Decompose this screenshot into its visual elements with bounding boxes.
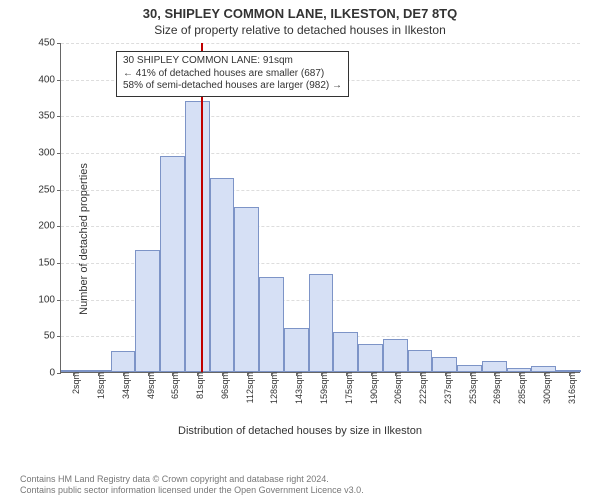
histogram-bar [457, 365, 482, 372]
ytick-label: 350 [38, 111, 61, 122]
grid-line [61, 153, 580, 154]
histogram-bar [408, 350, 433, 372]
histogram-bar [234, 207, 259, 372]
footer-line-2: Contains public sector information licen… [20, 485, 600, 496]
xtick-label: 96sqm [214, 372, 230, 399]
grid-line [61, 190, 580, 191]
histogram-bar [432, 357, 457, 372]
xtick-label: 175sqm [338, 372, 354, 404]
xtick-label: 300sqm [536, 372, 552, 404]
histogram-bar [383, 339, 408, 372]
grid-line [61, 226, 580, 227]
ytick-label: 300 [38, 148, 61, 159]
xtick-label: 316sqm [561, 372, 577, 404]
annotation-line: 30 SHIPLEY COMMON LANE: 91sqm [123, 55, 342, 68]
grid-line [61, 116, 580, 117]
histogram-bar [135, 250, 160, 372]
annotation-line: 58% of semi-detached houses are larger (… [123, 80, 342, 93]
xtick-label: 81sqm [189, 372, 205, 399]
xtick-label: 269sqm [486, 372, 502, 404]
histogram-bar [309, 274, 334, 372]
histogram-bar [185, 101, 210, 372]
ytick-label: 450 [38, 38, 61, 49]
histogram-bar [160, 156, 185, 372]
xtick-label: 253sqm [462, 372, 478, 404]
page-subtitle: Size of property relative to detached ho… [0, 21, 600, 37]
footer-line-1: Contains HM Land Registry data © Crown c… [20, 474, 600, 485]
xtick-label: 128sqm [263, 372, 279, 404]
ytick-label: 100 [38, 294, 61, 305]
annotation-box: 30 SHIPLEY COMMON LANE: 91sqm← 41% of de… [116, 51, 349, 97]
ytick-label: 400 [38, 74, 61, 85]
xtick-label: 237sqm [437, 372, 453, 404]
xtick-label: 222sqm [412, 372, 428, 404]
ytick-label: 200 [38, 221, 61, 232]
xtick-label: 159sqm [313, 372, 329, 404]
xtick-label: 112sqm [239, 372, 255, 403]
histogram-bar [358, 344, 383, 372]
xtick-label: 18sqm [90, 372, 106, 399]
ytick-label: 0 [49, 368, 61, 379]
xtick-label: 34sqm [115, 372, 131, 399]
histogram-bar [482, 361, 507, 372]
ytick-label: 150 [38, 258, 61, 269]
chart-container: Number of detached properties 0501001502… [0, 39, 600, 439]
xtick-label: 143sqm [288, 372, 304, 404]
plot-area: 0501001502002503003504004502sqm18sqm34sq… [60, 43, 580, 373]
xtick-label: 206sqm [387, 372, 403, 404]
histogram-bar [210, 178, 235, 372]
histogram-bar [284, 328, 309, 372]
histogram-bar [111, 351, 136, 372]
xtick-label: 65sqm [164, 372, 180, 399]
histogram-bar [259, 277, 284, 372]
xtick-label: 190sqm [363, 372, 379, 404]
grid-line [61, 43, 580, 44]
ytick-label: 250 [38, 184, 61, 195]
x-axis-label: Distribution of detached houses by size … [0, 425, 600, 437]
xtick-label: 49sqm [140, 372, 156, 399]
page-title: 30, SHIPLEY COMMON LANE, ILKESTON, DE7 8… [0, 0, 600, 21]
annotation-line: ← 41% of detached houses are smaller (68… [123, 68, 342, 81]
histogram-bar [333, 332, 358, 372]
ytick-label: 50 [44, 331, 61, 342]
xtick-label: 2sqm [65, 372, 81, 394]
xtick-label: 285sqm [511, 372, 527, 404]
footer-attribution: Contains HM Land Registry data © Crown c… [0, 474, 600, 496]
